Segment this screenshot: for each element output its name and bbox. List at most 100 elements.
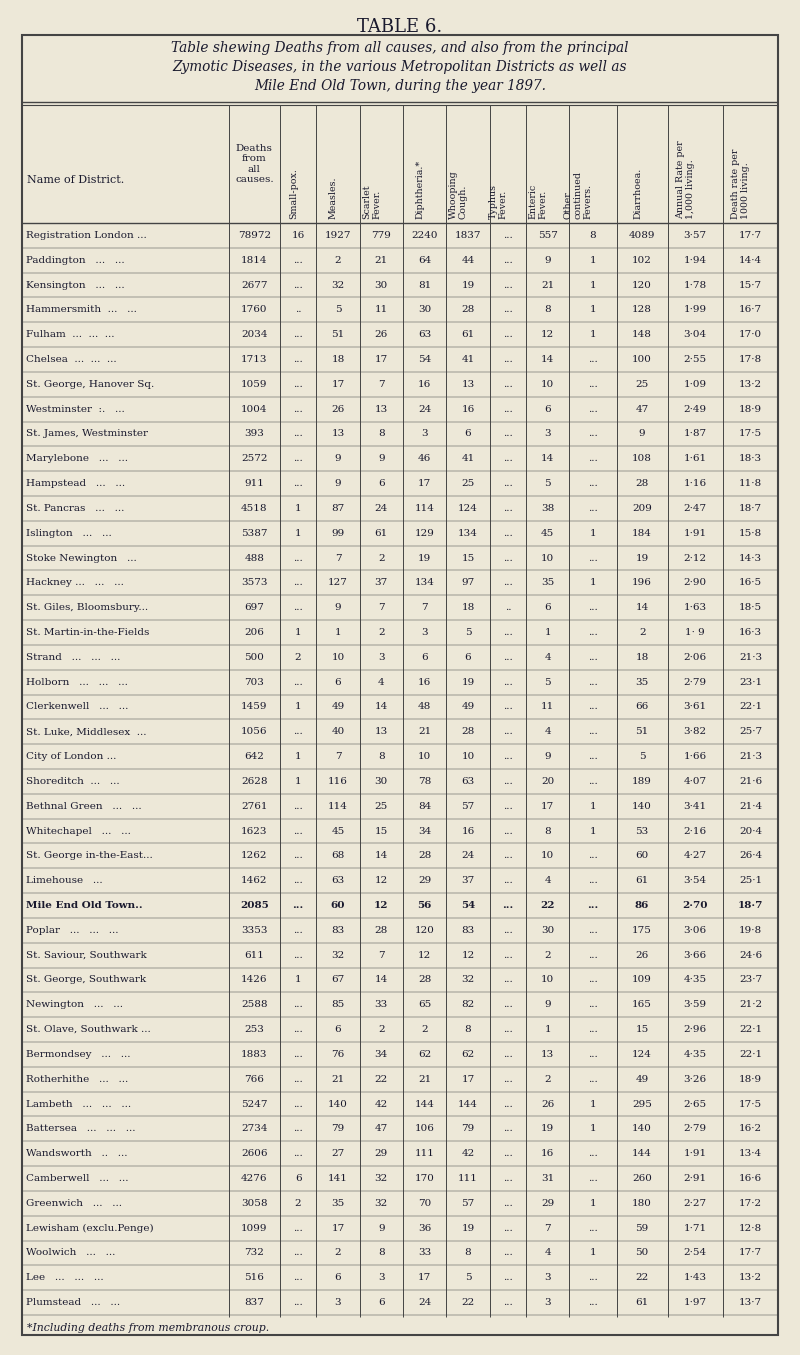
Text: 2677: 2677 xyxy=(241,280,267,290)
Text: 1: 1 xyxy=(544,1026,551,1034)
Text: 18·7: 18·7 xyxy=(738,901,763,911)
Text: Whitechapel   ...   ...: Whitechapel ... ... xyxy=(26,827,131,836)
Text: 36: 36 xyxy=(418,1224,431,1233)
Text: Fulham  ...  ...  ...: Fulham ... ... ... xyxy=(26,331,114,339)
Text: Chelsea  ...  ...  ...: Chelsea ... ... ... xyxy=(26,355,117,364)
Text: St. Olave, Southwark ...: St. Olave, Southwark ... xyxy=(26,1026,150,1034)
Text: ...: ... xyxy=(588,379,598,389)
Text: St. George, Hanover Sq.: St. George, Hanover Sq. xyxy=(26,379,154,389)
Text: 22·1: 22·1 xyxy=(739,1050,762,1058)
Text: 17·0: 17·0 xyxy=(739,331,762,339)
Text: 42: 42 xyxy=(462,1149,474,1159)
Text: 4518: 4518 xyxy=(241,504,267,514)
Text: 97: 97 xyxy=(462,579,474,587)
Text: 260: 260 xyxy=(632,1173,652,1183)
Text: 4: 4 xyxy=(544,728,551,736)
Text: 2: 2 xyxy=(639,627,646,637)
Text: Stoke Newington   ...: Stoke Newington ... xyxy=(26,554,137,562)
Text: 8: 8 xyxy=(590,230,596,240)
Text: 3353: 3353 xyxy=(241,925,267,935)
Text: Zymotic Diseases, in the various Metropolitan Districts as well as: Zymotic Diseases, in the various Metropo… xyxy=(173,60,627,75)
Text: ...: ... xyxy=(294,355,303,364)
Text: ...: ... xyxy=(588,1075,598,1084)
Text: 61: 61 xyxy=(374,528,388,538)
Text: 12: 12 xyxy=(374,877,388,885)
Text: 1: 1 xyxy=(590,528,596,538)
Text: 19: 19 xyxy=(462,1224,474,1233)
Text: ...: ... xyxy=(588,1274,598,1282)
Text: ...: ... xyxy=(293,901,304,911)
Text: 5: 5 xyxy=(544,678,551,687)
Text: 1: 1 xyxy=(295,528,302,538)
Text: 3·06: 3·06 xyxy=(684,925,707,935)
Text: 26: 26 xyxy=(635,951,649,959)
Text: 134: 134 xyxy=(458,528,478,538)
Text: 1· 9: 1· 9 xyxy=(686,627,705,637)
Text: 53: 53 xyxy=(635,827,649,836)
Text: 29: 29 xyxy=(418,877,431,885)
Text: 16·2: 16·2 xyxy=(739,1125,762,1133)
Text: 29: 29 xyxy=(541,1199,554,1207)
Text: 32: 32 xyxy=(374,1173,388,1183)
Text: 16·5: 16·5 xyxy=(739,579,762,587)
Text: 65: 65 xyxy=(418,1000,431,1009)
Text: 49: 49 xyxy=(331,702,345,711)
Text: 1: 1 xyxy=(590,802,596,810)
Text: 17·7: 17·7 xyxy=(739,1248,762,1257)
Text: ...: ... xyxy=(503,827,513,836)
Text: St. Saviour, Southwark: St. Saviour, Southwark xyxy=(26,951,146,959)
Text: 108: 108 xyxy=(632,454,652,463)
Text: 1: 1 xyxy=(590,1099,596,1108)
Text: 2734: 2734 xyxy=(241,1125,267,1133)
Text: 45: 45 xyxy=(541,528,554,538)
Text: 44: 44 xyxy=(462,256,474,264)
Text: 24: 24 xyxy=(418,1298,431,1308)
Text: 14: 14 xyxy=(635,603,649,612)
Text: Deaths
from
all
causes.: Deaths from all causes. xyxy=(235,144,274,184)
Text: ...: ... xyxy=(503,1000,513,1009)
Text: 4276: 4276 xyxy=(241,1173,267,1183)
Text: ...: ... xyxy=(294,1274,303,1282)
Text: 16: 16 xyxy=(462,405,474,413)
Text: 18·3: 18·3 xyxy=(739,454,762,463)
Text: 7: 7 xyxy=(378,951,385,959)
Text: 9: 9 xyxy=(544,1000,551,1009)
Text: 128: 128 xyxy=(632,305,652,314)
Text: 1462: 1462 xyxy=(241,877,267,885)
Text: ..: .. xyxy=(505,603,511,612)
Text: 64: 64 xyxy=(418,256,431,264)
Text: 66: 66 xyxy=(635,702,649,711)
Text: ...: ... xyxy=(503,405,513,413)
Text: 16: 16 xyxy=(418,379,431,389)
Text: ..: .. xyxy=(295,305,302,314)
Text: 33: 33 xyxy=(374,1000,388,1009)
Text: 22: 22 xyxy=(462,1298,474,1308)
Text: ...: ... xyxy=(294,379,303,389)
Text: 35: 35 xyxy=(635,678,649,687)
Text: 1: 1 xyxy=(295,976,302,985)
Text: 34: 34 xyxy=(418,827,431,836)
Text: ...: ... xyxy=(294,280,303,290)
Text: 1262: 1262 xyxy=(241,851,267,860)
Text: 20·4: 20·4 xyxy=(739,827,762,836)
Text: 11·8: 11·8 xyxy=(739,480,762,488)
Text: 2588: 2588 xyxy=(241,1000,267,1009)
Text: 140: 140 xyxy=(632,1125,652,1133)
Text: 148: 148 xyxy=(632,331,652,339)
Text: 17·8: 17·8 xyxy=(739,355,762,364)
Text: 253: 253 xyxy=(244,1026,264,1034)
Text: 70: 70 xyxy=(418,1199,431,1207)
Text: Paddington   ...   ...: Paddington ... ... xyxy=(26,256,125,264)
Text: ...: ... xyxy=(294,1000,303,1009)
Text: 1·91: 1·91 xyxy=(684,528,707,538)
Text: ...: ... xyxy=(294,1298,303,1308)
Text: 41: 41 xyxy=(462,454,474,463)
Text: 18·5: 18·5 xyxy=(739,603,762,612)
Text: 1927: 1927 xyxy=(325,230,351,240)
Text: 2: 2 xyxy=(378,627,385,637)
Text: 8: 8 xyxy=(378,752,385,762)
Text: 1: 1 xyxy=(544,627,551,637)
Text: 28: 28 xyxy=(462,305,474,314)
Text: ...: ... xyxy=(503,454,513,463)
Text: Measles.: Measles. xyxy=(329,176,338,220)
